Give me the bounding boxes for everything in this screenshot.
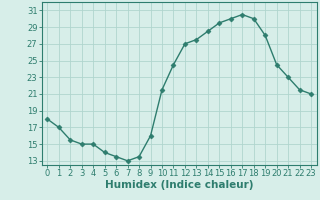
X-axis label: Humidex (Indice chaleur): Humidex (Indice chaleur) — [105, 180, 253, 190]
